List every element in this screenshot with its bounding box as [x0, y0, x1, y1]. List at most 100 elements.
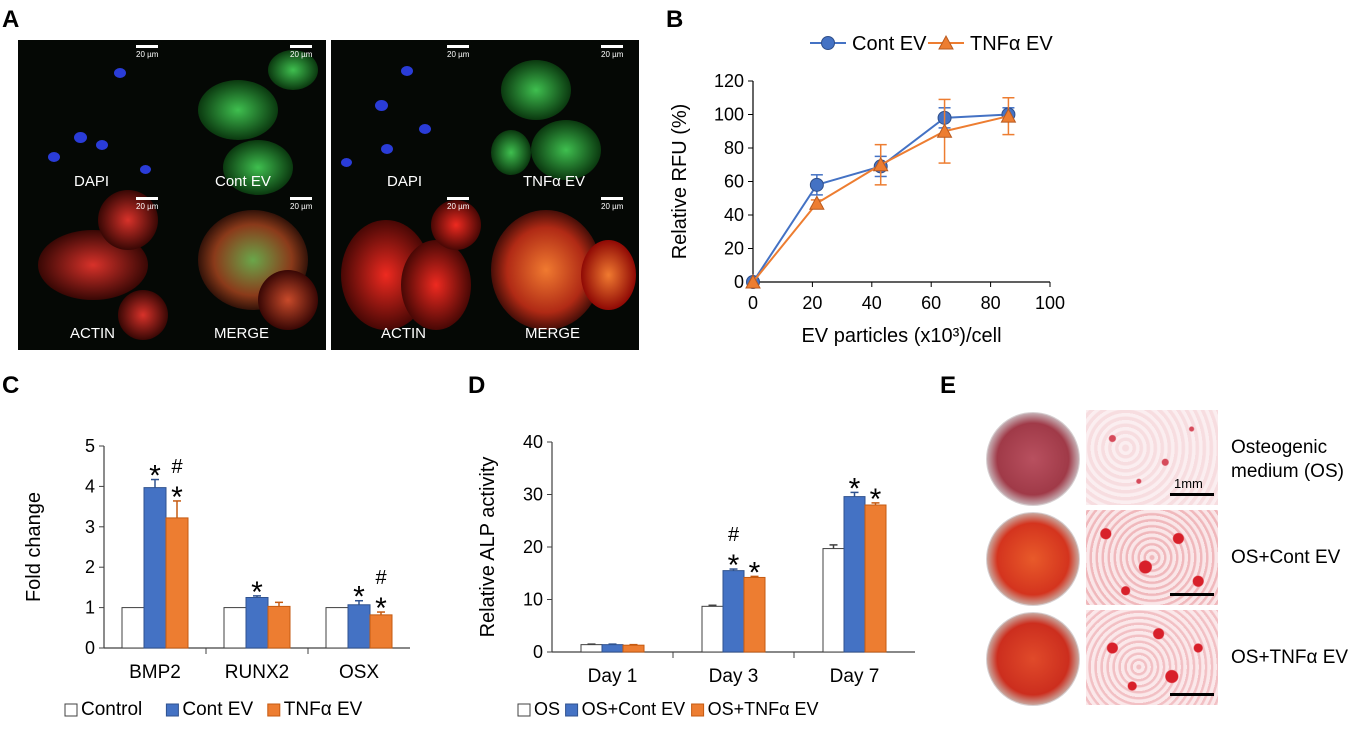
x-tick-label: 80	[981, 293, 1001, 313]
scale-text: 20 µm	[601, 50, 624, 59]
legend-label: OS	[534, 699, 560, 719]
scale-bar	[1170, 493, 1214, 496]
scale-text: 20 µm	[447, 50, 470, 59]
bar	[622, 644, 645, 653]
y-tick-label: 3	[85, 517, 95, 537]
panel-e: 1mm Osteogenic medium (OS) OS+Cont EV OS…	[984, 410, 1370, 710]
scale-bar	[1170, 693, 1214, 696]
significance-mark: #	[171, 456, 183, 478]
stain-micrograph	[1086, 610, 1218, 705]
y-axis-label: Fold change	[23, 492, 45, 602]
row-label: medium (OS)	[1231, 461, 1344, 482]
bar	[267, 605, 291, 649]
scale-text: 20 µm	[290, 202, 313, 211]
actin-red	[401, 240, 471, 330]
scale-text: 1mm	[1174, 476, 1203, 491]
x-tick-label: 20	[802, 293, 822, 313]
scale-text: 20 µm	[136, 50, 159, 59]
row-label: OS+Cont EV	[1231, 547, 1341, 568]
stain-micrograph	[1086, 510, 1218, 605]
nucleus-blue	[48, 152, 60, 162]
bar	[143, 487, 167, 649]
y-tick-label: 5	[85, 436, 95, 456]
label-tnf-ev: TNFα EV	[523, 173, 586, 190]
ev-uptake-green	[501, 60, 571, 120]
scale-text: 20 µm	[136, 202, 159, 211]
label-dapi: DAPI	[387, 173, 423, 190]
y-tick-label: 1	[85, 598, 95, 618]
y-tick-label: 80	[724, 138, 744, 158]
bar	[701, 605, 724, 653]
scale-bar	[1170, 593, 1214, 596]
significance-mark: *	[353, 581, 365, 614]
scale-text: 20 µm	[447, 202, 470, 211]
significance-mark: #	[375, 567, 387, 589]
micro-block-tnf: 20 µm 20 µm 20 µm 20 µm DAPI TNFα EV ACT…	[331, 40, 639, 350]
bar	[325, 607, 349, 649]
chart-d: 0 10 20 30 40 Relative ALP activity Day 1 Day 3…	[477, 432, 915, 719]
significance-mark: *	[728, 549, 740, 582]
panel-letter-c: C	[2, 372, 20, 399]
panel-letter-a: A	[2, 6, 20, 33]
significance-mark: *	[251, 576, 263, 609]
legend-swatch	[691, 703, 705, 717]
data-point	[745, 273, 761, 289]
bar	[121, 607, 145, 649]
bar	[743, 576, 766, 653]
x-tick-label: 0	[748, 293, 758, 313]
culture-dish	[986, 612, 1080, 706]
y-axis-label: Relative ALP activity	[477, 457, 499, 638]
row-label: OS+TNFα EV	[1231, 647, 1349, 668]
bar	[223, 607, 247, 649]
nucleus-blue	[381, 144, 393, 154]
scale-text: 20 µm	[601, 202, 624, 211]
x-tick-label: 40	[862, 293, 882, 313]
y-tick-label: 100	[714, 105, 744, 125]
bar	[864, 504, 887, 653]
legend-swatch	[565, 703, 579, 717]
y-tick-label: 120	[714, 71, 744, 91]
legend-label: OS+Cont EV	[582, 699, 686, 719]
data-point	[809, 177, 824, 192]
scale-bar	[447, 197, 469, 200]
nucleus-blue	[96, 140, 108, 150]
y-tick-label: 20	[523, 537, 543, 557]
y-tick-label: 60	[724, 172, 744, 192]
nucleus-blue	[419, 124, 431, 134]
x-axis-label: EV particles (x10³)/cell	[801, 325, 1001, 347]
scale-bar	[136, 197, 158, 200]
panel-letter-e: E	[940, 372, 957, 399]
legend-label: OS+TNFα EV	[708, 699, 819, 719]
y-tick-label: 0	[734, 272, 744, 292]
scale-bar	[447, 45, 469, 48]
legend-label: TNFα EV	[284, 699, 363, 720]
actin-red	[98, 190, 158, 250]
chart-b: 0 20 40 60 80 100 120 0 20 40 60 80 100 EV particles …	[669, 33, 1065, 347]
bar	[601, 644, 624, 653]
culture-dish	[986, 512, 1080, 606]
y-tick-label: 2	[85, 557, 95, 577]
category-label: Day 3	[709, 666, 759, 687]
label-merge: MERGE	[525, 325, 581, 342]
merge-signal	[258, 270, 318, 330]
y-tick-label: 4	[85, 476, 95, 496]
significance-mark: *	[849, 472, 861, 505]
data-point	[1000, 108, 1017, 123]
ev-uptake-green	[268, 50, 318, 90]
scale-bar	[601, 197, 623, 200]
row-label: Osteogenic	[1231, 437, 1328, 458]
panel-letter-b: B	[666, 6, 684, 33]
legend-label: Control	[81, 699, 142, 720]
scale-bar	[136, 45, 158, 48]
panel-letter-d: D	[468, 372, 486, 399]
bar	[822, 548, 845, 653]
data-point	[872, 156, 889, 172]
legend-swatch	[267, 703, 281, 717]
ev-uptake-green	[531, 120, 601, 180]
bar	[722, 570, 745, 653]
legend-swatch	[64, 703, 78, 717]
label-cont-ev: Cont EV	[215, 173, 271, 190]
category-label: RUNX2	[225, 662, 289, 683]
significance-mark: *	[171, 481, 183, 514]
bar	[843, 496, 866, 653]
